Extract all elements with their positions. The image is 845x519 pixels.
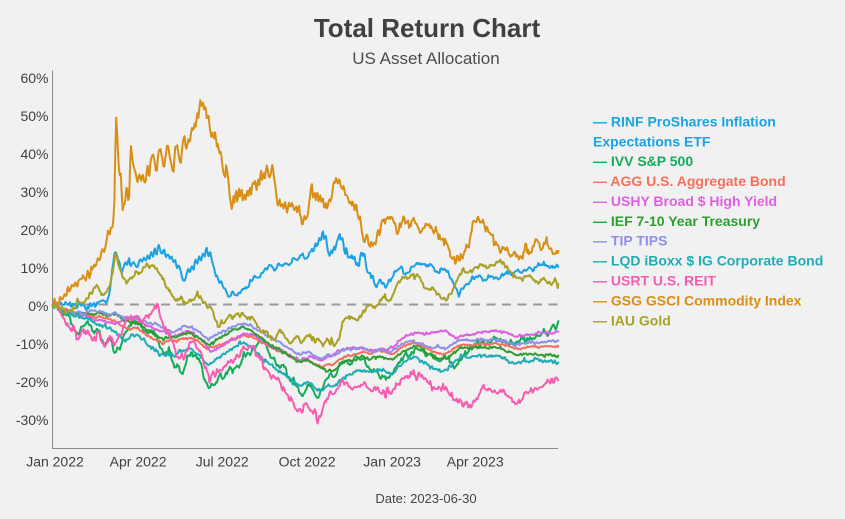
svg-text:US Asset Allocation: US Asset Allocation	[352, 49, 499, 68]
svg-text:— GSG GSCI Commodity Index: — GSG GSCI Commodity Index	[593, 292, 802, 308]
svg-text:— IEF 7-10 Year Treasury: — IEF 7-10 Year Treasury	[593, 213, 760, 229]
svg-text:60%: 60%	[20, 70, 48, 86]
svg-text:Oct 2022: Oct 2022	[279, 454, 336, 470]
svg-text:50%: 50%	[20, 108, 48, 124]
svg-text:-20%: -20%	[16, 374, 49, 390]
svg-text:-10%: -10%	[16, 336, 49, 352]
svg-text:— LQD iBoxx $ IG Corporate Bon: — LQD iBoxx $ IG Corporate Bond	[593, 253, 823, 269]
svg-text:40%: 40%	[20, 146, 48, 162]
svg-text:Total Return Chart: Total Return Chart	[314, 13, 541, 43]
svg-text:Jan 2023: Jan 2023	[363, 454, 421, 470]
svg-text:Expectations ETF: Expectations ETF	[593, 134, 711, 150]
svg-text:— IVV S&P 500: — IVV S&P 500	[593, 153, 693, 169]
svg-text:— TIP TIPS: — TIP TIPS	[593, 233, 667, 249]
svg-text:— USHY Broad $ High Yield: — USHY Broad $ High Yield	[593, 193, 777, 209]
svg-text:Apr 2023: Apr 2023	[447, 454, 504, 470]
svg-text:Jul 2022: Jul 2022	[196, 454, 249, 470]
svg-text:Date: 2023-06-30: Date: 2023-06-30	[375, 491, 476, 506]
svg-text:Apr 2022: Apr 2022	[110, 454, 167, 470]
svg-text:— RINF ProShares Inflation: — RINF ProShares Inflation	[593, 114, 776, 130]
svg-text:— USRT U.S. REIT: — USRT U.S. REIT	[593, 273, 716, 289]
svg-text:30%: 30%	[20, 184, 48, 200]
svg-text:Jan 2022: Jan 2022	[26, 454, 84, 470]
svg-text:0%: 0%	[28, 298, 48, 314]
svg-text:-30%: -30%	[16, 412, 49, 428]
svg-text:20%: 20%	[20, 222, 48, 238]
svg-text:— AGG U.S. Aggregate Bond: — AGG U.S. Aggregate Bond	[593, 173, 786, 189]
svg-text:10%: 10%	[20, 260, 48, 276]
svg-text:— IAU Gold: — IAU Gold	[593, 312, 671, 328]
